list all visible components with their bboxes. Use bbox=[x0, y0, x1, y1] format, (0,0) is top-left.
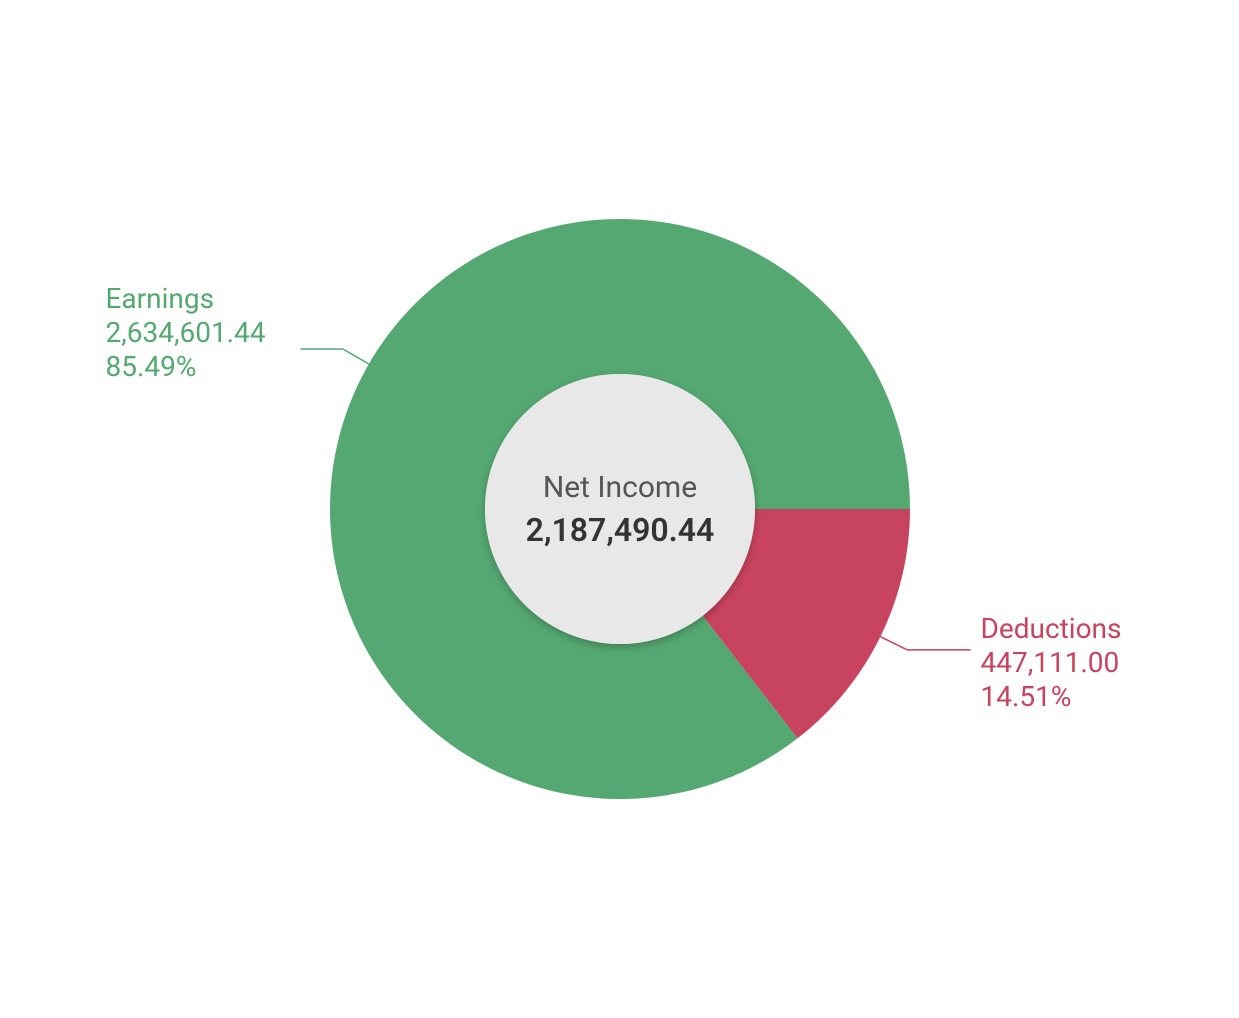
center-value: 2,187,490.44 bbox=[525, 511, 714, 549]
leader-line bbox=[300, 349, 368, 364]
callout-line: Deductions bbox=[980, 612, 1121, 645]
donut-center-circle bbox=[485, 374, 755, 644]
callout-earnings: Earnings2,634,601.4485.49% bbox=[105, 282, 265, 383]
center-title: Net Income bbox=[542, 470, 696, 505]
donut-chart: Net Income 2,187,490.44 Earnings2,634,601.… bbox=[0, 0, 1239, 1018]
callout-line: Earnings bbox=[105, 282, 214, 315]
callout-line: 85.49% bbox=[105, 350, 196, 383]
leader-line bbox=[880, 637, 970, 650]
callout-line: 2,634,601.44 bbox=[105, 316, 265, 349]
callout-line: 447,111.00 bbox=[980, 646, 1119, 679]
callout-line: 14.51% bbox=[980, 680, 1071, 713]
donut-chart-container: Net Income 2,187,490.44 Earnings2,634,601.… bbox=[0, 0, 1239, 1018]
callout-deductions: Deductions447,111.0014.51% bbox=[980, 612, 1121, 713]
